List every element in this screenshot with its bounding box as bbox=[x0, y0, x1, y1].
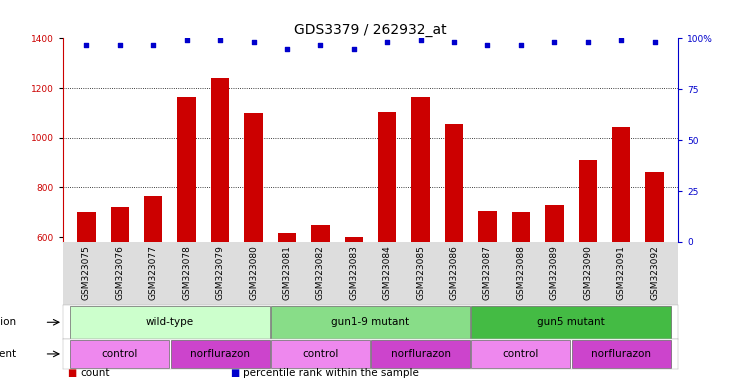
Point bbox=[648, 40, 660, 46]
Bar bbox=[371, 340, 470, 368]
Text: wild-type: wild-type bbox=[146, 317, 194, 327]
Bar bbox=[378, 112, 396, 242]
Point bbox=[515, 41, 527, 48]
Text: GSM323076: GSM323076 bbox=[116, 245, 124, 300]
Text: agent: agent bbox=[0, 349, 17, 359]
Bar bbox=[612, 127, 631, 242]
Bar bbox=[70, 306, 270, 339]
Point bbox=[615, 37, 627, 43]
Point bbox=[548, 40, 560, 46]
Text: GSM323078: GSM323078 bbox=[182, 245, 191, 300]
Bar bbox=[110, 207, 129, 242]
Point bbox=[214, 37, 226, 43]
Text: GSM323079: GSM323079 bbox=[216, 245, 225, 300]
Text: count: count bbox=[80, 368, 110, 378]
Bar bbox=[645, 172, 664, 242]
Text: GSM323082: GSM323082 bbox=[316, 245, 325, 300]
Bar bbox=[211, 78, 229, 242]
Point bbox=[415, 37, 427, 43]
Point bbox=[582, 40, 594, 46]
Text: ■: ■ bbox=[67, 368, 76, 378]
Point bbox=[147, 41, 159, 48]
Text: GSM323083: GSM323083 bbox=[349, 245, 359, 300]
Bar bbox=[471, 306, 671, 339]
Text: ■: ■ bbox=[230, 368, 239, 378]
Text: GSM323089: GSM323089 bbox=[550, 245, 559, 300]
Text: GSM323081: GSM323081 bbox=[282, 245, 291, 300]
Point bbox=[348, 46, 359, 52]
Bar bbox=[77, 212, 96, 242]
Point bbox=[314, 41, 326, 48]
Bar bbox=[411, 97, 430, 242]
Text: GSM323091: GSM323091 bbox=[617, 245, 625, 300]
Text: control: control bbox=[502, 349, 539, 359]
Text: control: control bbox=[102, 349, 138, 359]
Text: genotype/variation: genotype/variation bbox=[0, 317, 17, 327]
Bar bbox=[271, 340, 370, 368]
Text: gun5 mutant: gun5 mutant bbox=[537, 317, 605, 327]
Point bbox=[81, 41, 93, 48]
Bar bbox=[512, 212, 530, 242]
Text: norflurazon: norflurazon bbox=[591, 349, 651, 359]
Point bbox=[382, 40, 393, 46]
Text: GSM323080: GSM323080 bbox=[249, 245, 258, 300]
Bar bbox=[70, 340, 169, 368]
Text: percentile rank within the sample: percentile rank within the sample bbox=[243, 368, 419, 378]
Bar bbox=[471, 340, 571, 368]
Text: GSM323077: GSM323077 bbox=[149, 245, 158, 300]
Bar bbox=[345, 237, 363, 242]
Text: GSM323084: GSM323084 bbox=[382, 245, 392, 300]
Bar bbox=[545, 205, 564, 242]
Text: GSM323087: GSM323087 bbox=[483, 245, 492, 300]
Bar bbox=[245, 113, 263, 242]
Bar bbox=[278, 233, 296, 242]
Text: GSM323085: GSM323085 bbox=[416, 245, 425, 300]
Text: GSM323092: GSM323092 bbox=[650, 245, 659, 300]
Bar bbox=[572, 340, 671, 368]
Bar bbox=[177, 97, 196, 242]
Text: gun1-9 mutant: gun1-9 mutant bbox=[331, 317, 410, 327]
Point bbox=[181, 37, 193, 43]
Text: GSM323090: GSM323090 bbox=[583, 245, 592, 300]
Title: GDS3379 / 262932_at: GDS3379 / 262932_at bbox=[294, 23, 447, 37]
Bar bbox=[311, 225, 330, 242]
Bar bbox=[445, 124, 463, 242]
Text: GSM323086: GSM323086 bbox=[450, 245, 459, 300]
Bar bbox=[579, 160, 597, 242]
Text: norflurazon: norflurazon bbox=[391, 349, 451, 359]
Text: norflurazon: norflurazon bbox=[190, 349, 250, 359]
Point bbox=[281, 46, 293, 52]
Point bbox=[448, 40, 460, 46]
Point bbox=[482, 41, 494, 48]
Point bbox=[247, 40, 259, 46]
Bar bbox=[478, 211, 496, 242]
Text: GSM323088: GSM323088 bbox=[516, 245, 525, 300]
Text: GSM323075: GSM323075 bbox=[82, 245, 91, 300]
Bar bbox=[271, 306, 470, 339]
Bar bbox=[144, 196, 162, 242]
Bar bbox=[170, 340, 270, 368]
Point bbox=[114, 41, 126, 48]
Text: control: control bbox=[302, 349, 339, 359]
